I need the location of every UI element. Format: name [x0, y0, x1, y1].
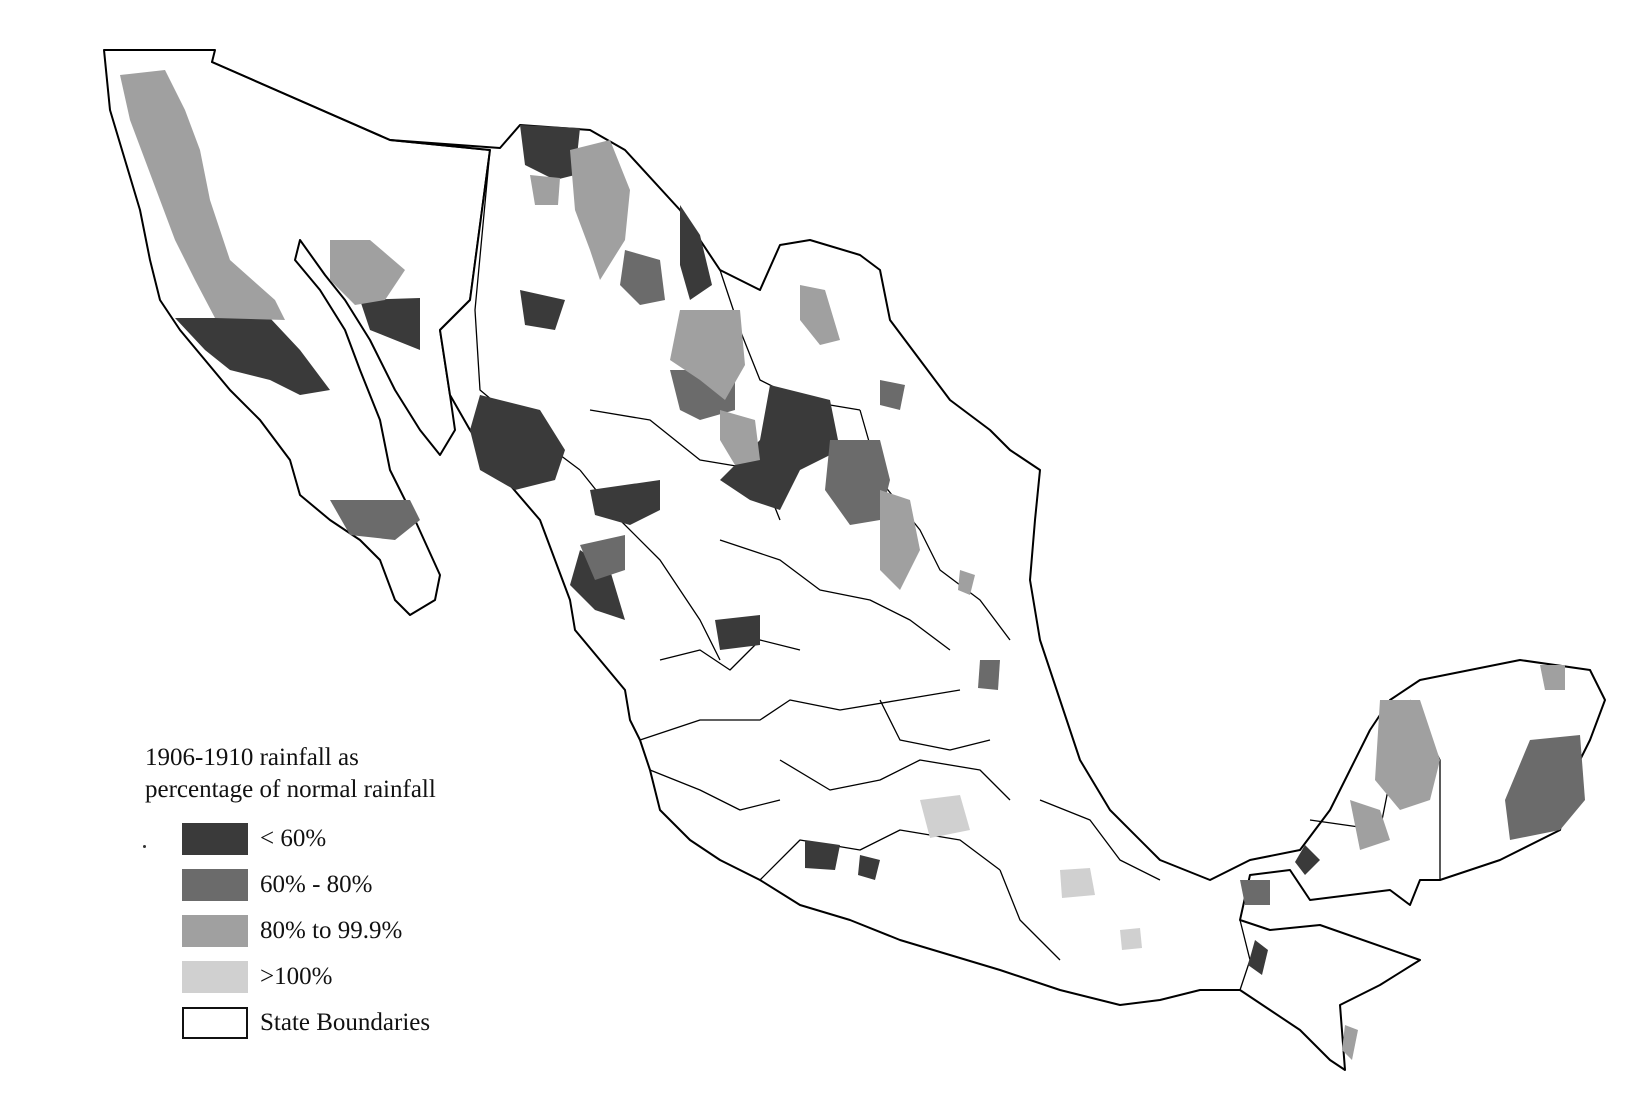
legend-item-below-60: < 60% — [182, 816, 565, 862]
region-low — [360, 298, 420, 350]
region-low — [470, 395, 565, 490]
legend-title-line2: percentage of normal rainfall — [145, 776, 436, 803]
region-low — [590, 480, 660, 525]
region-high — [800, 285, 840, 345]
region-low — [175, 318, 330, 395]
region-above — [1120, 928, 1142, 950]
region-low — [570, 550, 625, 620]
region-mid — [880, 380, 905, 410]
map-speck — [143, 845, 146, 848]
region-low — [1248, 940, 1268, 975]
legend-item-state-boundaries: State Boundaries — [182, 1000, 565, 1046]
region-high — [1350, 800, 1390, 850]
legend-swatch-state-boundaries — [182, 1007, 248, 1039]
legend-swatch-above-100 — [182, 961, 248, 993]
region-high — [1342, 1025, 1358, 1060]
legend-item-80-99: 80% to 99.9% — [182, 908, 565, 954]
region-high — [670, 310, 745, 400]
region-high — [570, 140, 630, 280]
legend-item-60-80: 60% - 80% — [182, 862, 565, 908]
region-low — [520, 290, 565, 330]
region-mid — [330, 500, 420, 540]
region-mid — [978, 660, 1000, 690]
region-low — [715, 615, 760, 650]
legend-swatch-below-60 — [182, 823, 248, 855]
rainfall-regions — [120, 70, 1585, 1060]
region-low — [520, 125, 580, 180]
legend-title-line1: 1906-1910 rainfall as — [145, 744, 359, 771]
region-high — [720, 410, 760, 465]
region-low — [680, 205, 712, 300]
region-low — [858, 855, 880, 880]
legend-label-60-80: 60% - 80% — [260, 871, 373, 898]
legend-list: < 60% 60% - 80% 80% to 99.9% >100% State… — [145, 816, 565, 1046]
region-mid — [620, 250, 665, 305]
region-mid — [580, 535, 625, 580]
legend-label-above-100: >100% — [260, 963, 333, 990]
region-high — [1375, 700, 1440, 810]
legend-item-above-100: >100% — [182, 954, 565, 1000]
region-high — [1540, 665, 1565, 690]
legend-label-below-60: < 60% — [260, 825, 327, 852]
region-high — [120, 70, 285, 320]
legend-swatch-60-80 — [182, 869, 248, 901]
region-above — [920, 795, 970, 838]
legend-label-80-99: 80% to 99.9% — [260, 917, 403, 944]
region-high — [330, 240, 405, 305]
map-legend: 1906-1910 rainfall as percentage of norm… — [145, 742, 565, 1046]
region-low — [1295, 845, 1320, 875]
legend-title: 1906-1910 rainfall as percentage of norm… — [145, 742, 565, 806]
region-low — [805, 840, 840, 870]
legend-label-state-boundaries: State Boundaries — [260, 1009, 431, 1036]
region-high — [880, 490, 920, 590]
region-mid — [825, 440, 890, 525]
region-high — [958, 570, 975, 595]
region-above — [1060, 868, 1095, 898]
region-high — [530, 175, 560, 205]
legend-swatch-80-99 — [182, 915, 248, 947]
region-mid — [1240, 880, 1270, 905]
region-mid — [1505, 735, 1585, 840]
region-low — [720, 385, 840, 510]
